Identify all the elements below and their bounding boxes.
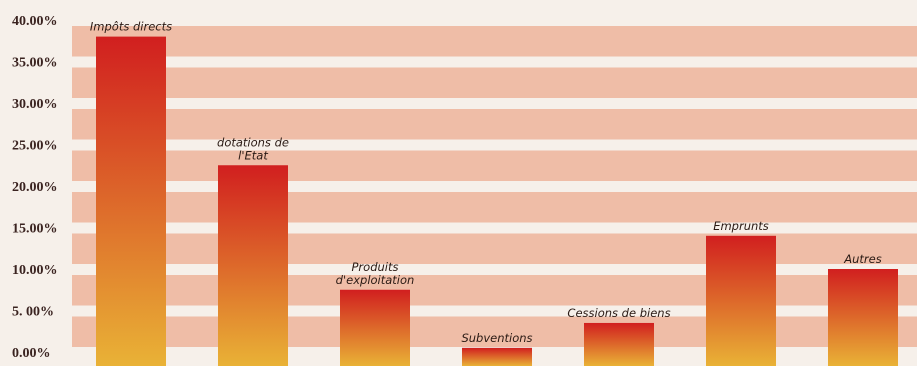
grid-band bbox=[72, 233, 917, 264]
y-tick-label: 5. 00% bbox=[12, 305, 54, 320]
bar bbox=[828, 269, 898, 366]
grid-band bbox=[72, 316, 917, 347]
grid-bands bbox=[72, 26, 917, 347]
bar bbox=[706, 235, 776, 366]
grid-band bbox=[72, 109, 917, 140]
bar-label: Emprunts bbox=[713, 219, 769, 233]
bar bbox=[584, 322, 654, 366]
bar-label: Cessions de biens bbox=[567, 306, 670, 320]
bar bbox=[96, 36, 166, 366]
grid-band bbox=[72, 192, 917, 223]
bar-label: Produits d'exploitation bbox=[336, 260, 415, 287]
y-tick-label: 10.00% bbox=[12, 263, 58, 278]
bars bbox=[96, 36, 898, 366]
grid-band bbox=[72, 275, 917, 306]
y-axis-ticks: 0.00% 5. 00% 10.00% 15.00% 20.00% 25.00% 30.00… bbox=[12, 14, 58, 361]
bar bbox=[340, 289, 410, 366]
bar bbox=[462, 347, 532, 366]
y-tick-label: 20.00% bbox=[12, 180, 58, 195]
bar-labels: Impôts directs dotations de l'Etat Produits… bbox=[90, 20, 882, 345]
grid-band bbox=[72, 26, 917, 57]
y-tick-label: 25.00% bbox=[12, 139, 58, 154]
y-tick-label: 40.00% bbox=[12, 14, 58, 29]
bar-label: Impôts directs bbox=[90, 20, 172, 34]
bar-label: Autres bbox=[843, 252, 881, 266]
y-tick-label: 15.00% bbox=[12, 222, 58, 237]
bar-label: dotations de l'Etat bbox=[217, 135, 289, 162]
bar-label: Subventions bbox=[461, 331, 532, 345]
y-tick-label: 35.00% bbox=[12, 56, 58, 71]
y-tick-label: 30.00% bbox=[12, 97, 58, 112]
y-tick-label: 0.00% bbox=[12, 346, 51, 361]
grid-band bbox=[72, 150, 917, 181]
grid-band bbox=[72, 67, 917, 98]
bar bbox=[218, 165, 288, 366]
